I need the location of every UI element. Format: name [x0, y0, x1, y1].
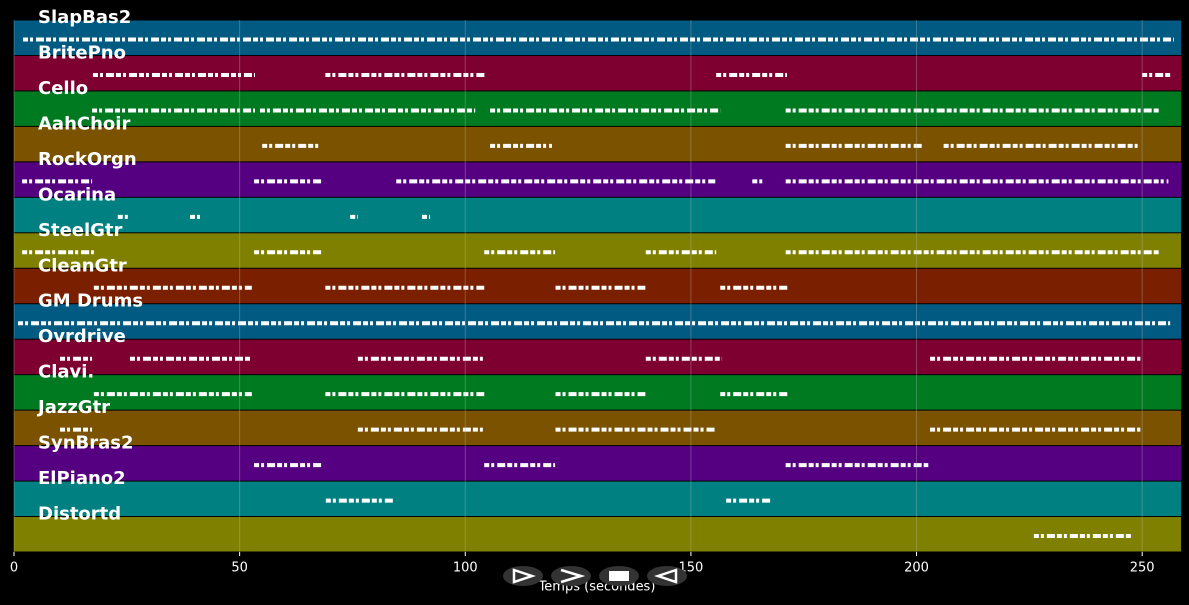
x-tick-label: 50 [231, 561, 248, 576]
track-name: JazzGtr [36, 397, 110, 418]
rewind-button[interactable] [647, 566, 687, 586]
track-name: Cello [38, 78, 88, 99]
x-tick-label: 200 [904, 561, 929, 576]
x-tick-label: 100 [453, 561, 478, 576]
x-tick-label: 0 [10, 561, 18, 576]
track-band [14, 446, 1181, 481]
plot: 0 50 100 150 200 250SlapBas2BritePnoCelloAahC… [10, 7, 1181, 576]
track-name: Ocarina [38, 184, 116, 205]
track-band [14, 197, 1181, 233]
track-name: Ovrdrive [38, 326, 126, 347]
tracks [14, 20, 1181, 552]
track-name: Distortd [38, 504, 121, 525]
track-name: RockOrgn [38, 149, 137, 170]
track-name: AahChoir [38, 113, 130, 134]
track-name: GM Drums [38, 291, 143, 312]
fast-forward-button[interactable] [551, 566, 591, 586]
track-band [14, 481, 1181, 517]
track-name: SteelGtr [38, 220, 123, 241]
x-tick-label: 250 [1130, 561, 1155, 576]
track-name: CleanGtr [38, 255, 127, 276]
track-band [14, 517, 1181, 552]
track-name: BritePno [38, 42, 126, 63]
track-name: SynBras2 [38, 433, 134, 454]
track-name: Clavi. [38, 362, 94, 383]
play-button[interactable] [503, 566, 543, 586]
stop-button[interactable] [599, 566, 639, 586]
track-name: ElPiano2 [38, 468, 126, 489]
track-name: SlapBas2 [38, 7, 131, 28]
